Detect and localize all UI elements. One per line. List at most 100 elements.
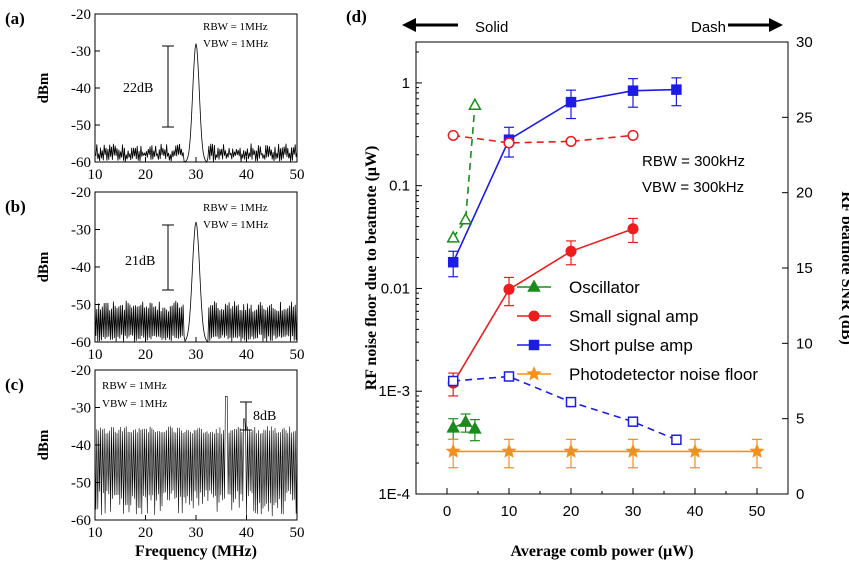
panel-d-label: (d) <box>346 7 367 26</box>
data-point-photodetector-noise-floor <box>625 443 641 458</box>
panel-c-spectrum-trace <box>94 396 298 517</box>
panel-b-vbw: VBW = 1MHz <box>203 219 268 231</box>
series-photodetector-noise-floor <box>445 438 765 469</box>
panel-b-y-tick-label: -20 <box>71 185 91 201</box>
panel-a-y-tick-label: -60 <box>71 155 91 171</box>
panel-b: (b) 21dB RBW = 1MHz VBW = 1MHz 10 20 30 40 5… <box>5 185 305 363</box>
panel-d-right-tick-label: 0 <box>796 486 804 503</box>
panel-d-right-tick-label: 15 <box>796 260 813 277</box>
panel-a-x-tick-label: 40 <box>239 167 254 183</box>
panel-a-label: (a) <box>5 9 25 28</box>
panel-d-right-tick-label: 5 <box>796 411 804 428</box>
panel-c-x-tick-label: 30 <box>189 525 204 541</box>
panel-c-rbw: RBW = 1MHz <box>102 380 167 392</box>
data-point-photodetector-noise-floor <box>445 443 461 458</box>
panel-b-spectrum-trace <box>94 221 298 343</box>
data-point-short-pulse-amp <box>447 256 459 268</box>
panel-c-x-tick-label: 10 <box>88 525 103 541</box>
solid-arrow-head <box>402 18 416 32</box>
panel-a-x-tick-label: 50 <box>290 167 305 183</box>
data-point-small-signal-amp <box>503 283 515 295</box>
series-line-small-signal-amp <box>452 228 634 384</box>
panel-d-right-tick-label: 25 <box>796 109 813 126</box>
data-point-small-signal-amp-snr <box>447 129 459 141</box>
panel-b-x-tick-label: 50 <box>290 347 305 363</box>
panel-b-x-tick-label: 10 <box>88 347 103 363</box>
panel-a-y-axis-label: dBm <box>36 72 52 103</box>
data-point-small-signal-amp-snr <box>503 137 515 149</box>
data-point-photodetector-noise-floor <box>501 443 517 458</box>
panel-b-rbw: RBW = 1MHz <box>203 202 268 214</box>
panel-c-x-tick-label: 20 <box>138 525 153 541</box>
panel-d-right-axis-label: RF beatnote SNR (dB) <box>838 191 849 345</box>
series-line-short-pulse-amp <box>452 88 677 263</box>
series-line-small-signal-amp-snr <box>453 134 634 144</box>
legend-entry: Short pulse amp <box>569 336 693 355</box>
panel-a: (a) 22dB RBW = 1MHz VBW = 1MHz 10 20 30 40 5… <box>5 7 305 183</box>
panel-d-left-tick-label: 0.1 <box>389 178 410 195</box>
panel-d-x-tick-label: 30 <box>625 503 642 520</box>
panel-b-x-tick-label: 40 <box>239 347 254 363</box>
series-oscillator <box>446 413 482 442</box>
panel-c-y-tick-label: -30 <box>71 401 91 417</box>
panel-b-x-tick-label: 30 <box>189 347 204 363</box>
panel-c-y-tick-label: -50 <box>71 476 91 492</box>
panel-a-y-tick-label: -30 <box>71 44 91 60</box>
panel-d-x-tick-label: 40 <box>687 503 704 520</box>
panel-b-x-tick-label: 20 <box>138 347 153 363</box>
series-oscillator-snr <box>446 97 482 243</box>
panel-a-spectrum-trace <box>94 43 298 163</box>
data-point-short-pulse-amp-snr <box>503 371 515 382</box>
panel-c-x-tick-label: 40 <box>239 525 254 541</box>
dash-arrow-head <box>769 18 783 32</box>
panel-d-left-tick-label: 1E-3 <box>378 383 410 400</box>
legend-marker <box>526 365 542 381</box>
panel-d: (d) Solid Dash 0 10 20 30 40 501E-41E-30.010.… <box>346 7 849 560</box>
panel-d-x-tick-label: 20 <box>563 503 580 520</box>
data-point-oscillator-snr <box>446 230 460 243</box>
legend-entry: Photodetector noise floor <box>569 365 758 384</box>
data-point-short-pulse-amp-snr <box>447 375 459 387</box>
panel-d-legend: Oscillator Small signal amp Short pulse am… <box>517 278 758 384</box>
data-point-photodetector-noise-floor <box>563 443 579 458</box>
panel-c-annotation: 8dB <box>253 409 276 424</box>
panel-d-x-tick-label: 50 <box>749 503 766 520</box>
panel-d-x-axis-label: Average comb power (μW) <box>510 543 693 560</box>
panel-d-vbw: VBW = 300kHz <box>642 179 744 196</box>
panel-c-axes: 10 20 30 40 50 -20 -30 -40 -50 -60 dBm <box>36 363 305 541</box>
legend-marker <box>527 279 541 292</box>
panel-b-axes: 10 20 30 40 50 -20 -30 -40 -50 -60 dBm <box>36 185 305 363</box>
panel-c: (c) 8dB RBW = 1MHz VBW = 1MHz 10 20 30 40 50… <box>5 363 305 541</box>
panel-c-y-tick-label: -60 <box>71 513 91 529</box>
data-point-small-signal-amp <box>565 245 577 257</box>
series-short-pulse-amp <box>447 77 682 278</box>
legend-entry: Oscillator <box>569 278 640 297</box>
panel-b-y-tick-label: -50 <box>71 298 91 314</box>
panel-c-x-tick-label: 50 <box>290 525 305 541</box>
data-point-photodetector-noise-floor <box>749 443 765 458</box>
panel-d-series <box>445 77 765 469</box>
data-point-short-pulse-amp-snr <box>671 434 682 446</box>
panel-d-x-tick-label: 10 <box>501 503 518 520</box>
panel-c-label: (c) <box>5 375 24 394</box>
series-line-short-pulse-amp-snr <box>453 375 677 441</box>
legend-marker <box>528 310 540 322</box>
panel-d-left-axis-label: RF noise floor due to beatnote (μW) <box>363 146 380 391</box>
data-point-photodetector-noise-floor <box>687 443 703 458</box>
panel-b-label: (b) <box>5 197 26 216</box>
legend-entry: Small signal amp <box>569 307 698 326</box>
legend-marker <box>528 339 540 351</box>
solid-legend-label: Solid <box>475 19 508 36</box>
panel-c-label-background <box>100 376 196 412</box>
data-point-oscillator-snr <box>468 97 482 111</box>
data-point-small-signal-amp-snr <box>565 135 577 147</box>
data-point-oscillator <box>446 420 460 433</box>
panel-c-vbw: VBW = 1MHz <box>102 398 167 410</box>
panel-a-y-tick-label: -40 <box>71 81 91 97</box>
panel-d-x-tick-label: 0 <box>443 503 451 520</box>
panel-d-left-tick-label: 1E-4 <box>378 486 410 503</box>
panel-a-annotation: 22dB <box>123 81 153 96</box>
panel-b-y-tick-label: -60 <box>71 335 91 351</box>
panel-a-vbw: VBW = 1MHz <box>203 38 268 50</box>
